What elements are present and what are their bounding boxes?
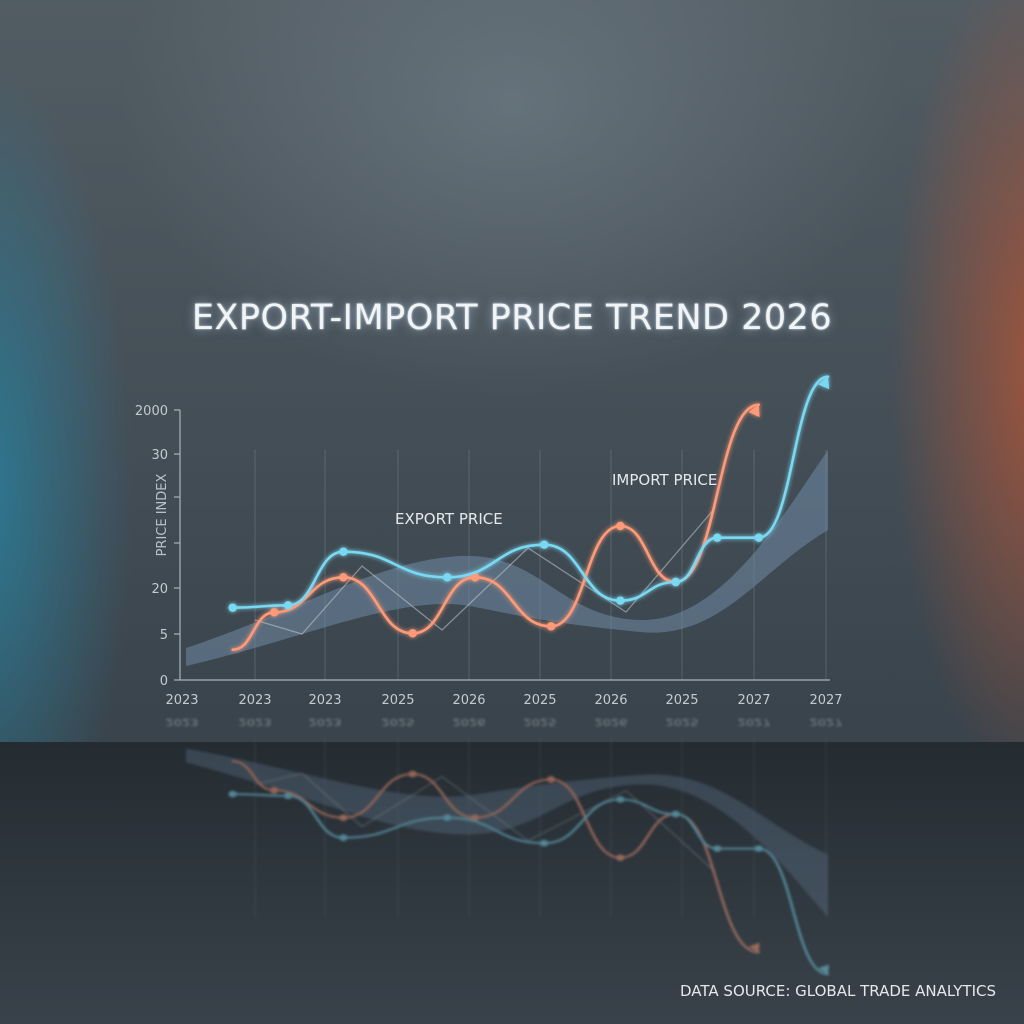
x-tick-label: 2023	[308, 693, 341, 708]
x-tick-labels: 2023 2023 2023 2025 2026 2025 2026 2025 2027 2027	[165, 716, 842, 728]
x-tick-labels: 2023 2023 2023 2025 2026 2025 2026 2025 2027 2027	[165, 693, 842, 708]
x-tick-label: 2026	[452, 716, 485, 728]
data-point	[339, 573, 348, 582]
x-tick-label: 2026	[452, 693, 485, 708]
series-label-export: EXPORT PRICE	[395, 510, 503, 528]
x-tick-label: 2027	[809, 716, 842, 728]
x-tick-label: 2025	[523, 716, 556, 728]
ghost-trend-line	[254, 772, 716, 873]
data-point	[754, 845, 763, 852]
chart-grid	[254, 737, 827, 918]
trend-band	[186, 748, 828, 917]
data-point	[339, 547, 348, 556]
data-point	[713, 845, 722, 852]
x-tick-label: 2023	[165, 693, 198, 708]
reflective-floor	[0, 742, 1024, 1024]
data-point	[546, 776, 556, 783]
data-point	[671, 810, 680, 818]
x-tick-label: 2027	[737, 716, 770, 728]
data-point	[539, 540, 549, 549]
series-layer	[228, 375, 830, 651]
data-point	[228, 603, 237, 612]
ghost-trend-line	[254, 507, 716, 635]
y-tick-label: 20	[151, 582, 168, 597]
x-tick-label: 2023	[238, 693, 271, 708]
series-arrow-1	[818, 964, 830, 975]
data-point	[270, 787, 279, 794]
data-point	[470, 573, 480, 582]
data-point	[443, 573, 452, 582]
data-source-note: DATA SOURCE: GLOBAL TRADE ANALYTICS	[680, 982, 996, 1000]
x-tick-label: 2023	[238, 716, 271, 728]
data-point	[546, 622, 556, 631]
series-layer	[228, 760, 830, 976]
data-point	[616, 796, 625, 803]
series-label-import: IMPORT PRICE	[612, 471, 717, 489]
data-point	[616, 596, 625, 605]
x-tick-label: 2023	[308, 716, 341, 728]
data-point	[539, 839, 549, 847]
data-point	[443, 814, 452, 821]
series-arrow-0	[748, 942, 760, 953]
chart-title: EXPORT-IMPORT PRICE TREND 2026	[191, 298, 833, 338]
y-tick-label: 0	[160, 674, 168, 689]
y-axis-label: PRICE INDEX	[155, 474, 170, 557]
series-arrow-0	[748, 404, 760, 418]
series-arrow-1	[818, 376, 830, 390]
data-point	[713, 533, 722, 542]
data-point	[339, 834, 348, 841]
y-tick-labels: 0 5 20 30 2000	[135, 404, 180, 689]
x-tick-label: 2027	[737, 693, 770, 708]
x-tick-label: 2023	[165, 716, 198, 728]
data-point	[228, 790, 237, 798]
data-point	[283, 601, 293, 610]
x-tick-label: 2025	[665, 693, 698, 708]
x-tick-label: 2025	[665, 716, 698, 728]
trend-band	[186, 450, 828, 666]
x-tick-label: 2025	[523, 693, 556, 708]
x-tick-label: 2025	[381, 693, 414, 708]
x-tick-label: 2025	[381, 716, 414, 728]
data-point	[754, 533, 763, 542]
x-tick-label: 2026	[594, 693, 627, 708]
data-point	[671, 577, 680, 587]
y-tick-label: 5	[160, 628, 168, 643]
y-tick-label: 30	[151, 448, 168, 463]
data-point	[470, 814, 480, 821]
data-point	[408, 770, 417, 778]
x-tick-label: 2026	[594, 716, 627, 728]
data-point	[616, 521, 625, 531]
y-tick-label: 2000	[135, 404, 168, 419]
data-point	[339, 814, 348, 821]
chart-axes	[179, 410, 830, 681]
data-point	[270, 608, 279, 617]
x-tick-label: 2027	[809, 693, 842, 708]
data-point	[408, 629, 417, 638]
data-point	[616, 854, 625, 861]
data-point	[283, 792, 293, 800]
